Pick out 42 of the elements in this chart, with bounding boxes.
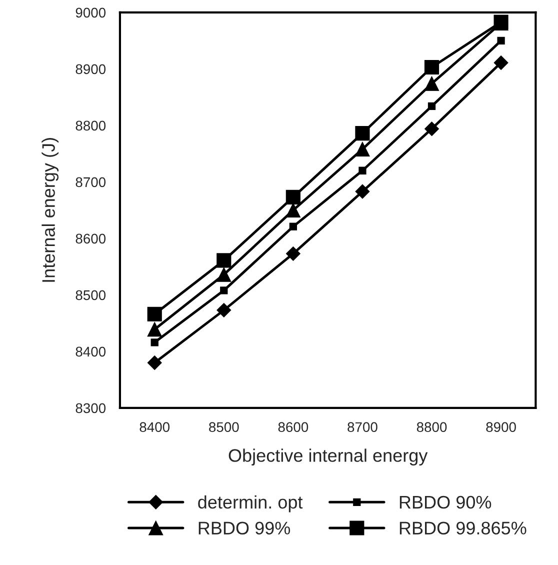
y-tick-label: 8300 <box>76 403 106 414</box>
point <box>497 36 505 44</box>
point <box>355 184 370 199</box>
x-tick-label: 8700 <box>348 422 378 432</box>
point <box>286 190 300 204</box>
legend-label: RBDO 99.865% <box>400 522 526 534</box>
y-tick-label: 8900 <box>76 64 106 74</box>
point <box>358 166 366 174</box>
point <box>289 222 298 230</box>
y-tick-label: 8400 <box>76 346 106 357</box>
point <box>147 322 162 337</box>
point <box>220 286 228 294</box>
x-tick-label: 8500 <box>209 422 239 432</box>
point <box>216 253 232 268</box>
point <box>150 338 158 346</box>
point <box>216 302 232 318</box>
y-tick-label: 8500 <box>76 290 106 300</box>
y-tick-label: 8600 <box>76 234 106 244</box>
point <box>424 122 439 136</box>
point <box>428 102 436 110</box>
x-axis-title: Objective internal energy <box>228 448 428 466</box>
point <box>494 55 508 70</box>
point <box>355 126 370 141</box>
point <box>355 142 370 156</box>
point <box>216 267 232 282</box>
point <box>147 356 162 370</box>
x-tick-label: 8900 <box>486 422 516 432</box>
point <box>286 246 300 261</box>
y-tick-label: 8700 <box>76 177 106 188</box>
point <box>286 202 300 218</box>
point <box>424 76 440 91</box>
y-tick-label: 9000 <box>76 8 106 18</box>
y-axis-title: Internal energy (J) <box>42 138 59 282</box>
point <box>147 306 162 322</box>
x-tick-label: 8800 <box>416 422 447 432</box>
legend-label: determin. opt <box>198 495 303 512</box>
x-tick-label: 8400 <box>140 422 170 432</box>
legend-label: RBDO 90% <box>400 496 492 509</box>
x-tick-label: 8600 <box>278 422 308 432</box>
y-tick-label: 8800 <box>76 120 106 131</box>
legend-label: RBDO 99% <box>198 522 290 534</box>
point <box>424 60 440 75</box>
